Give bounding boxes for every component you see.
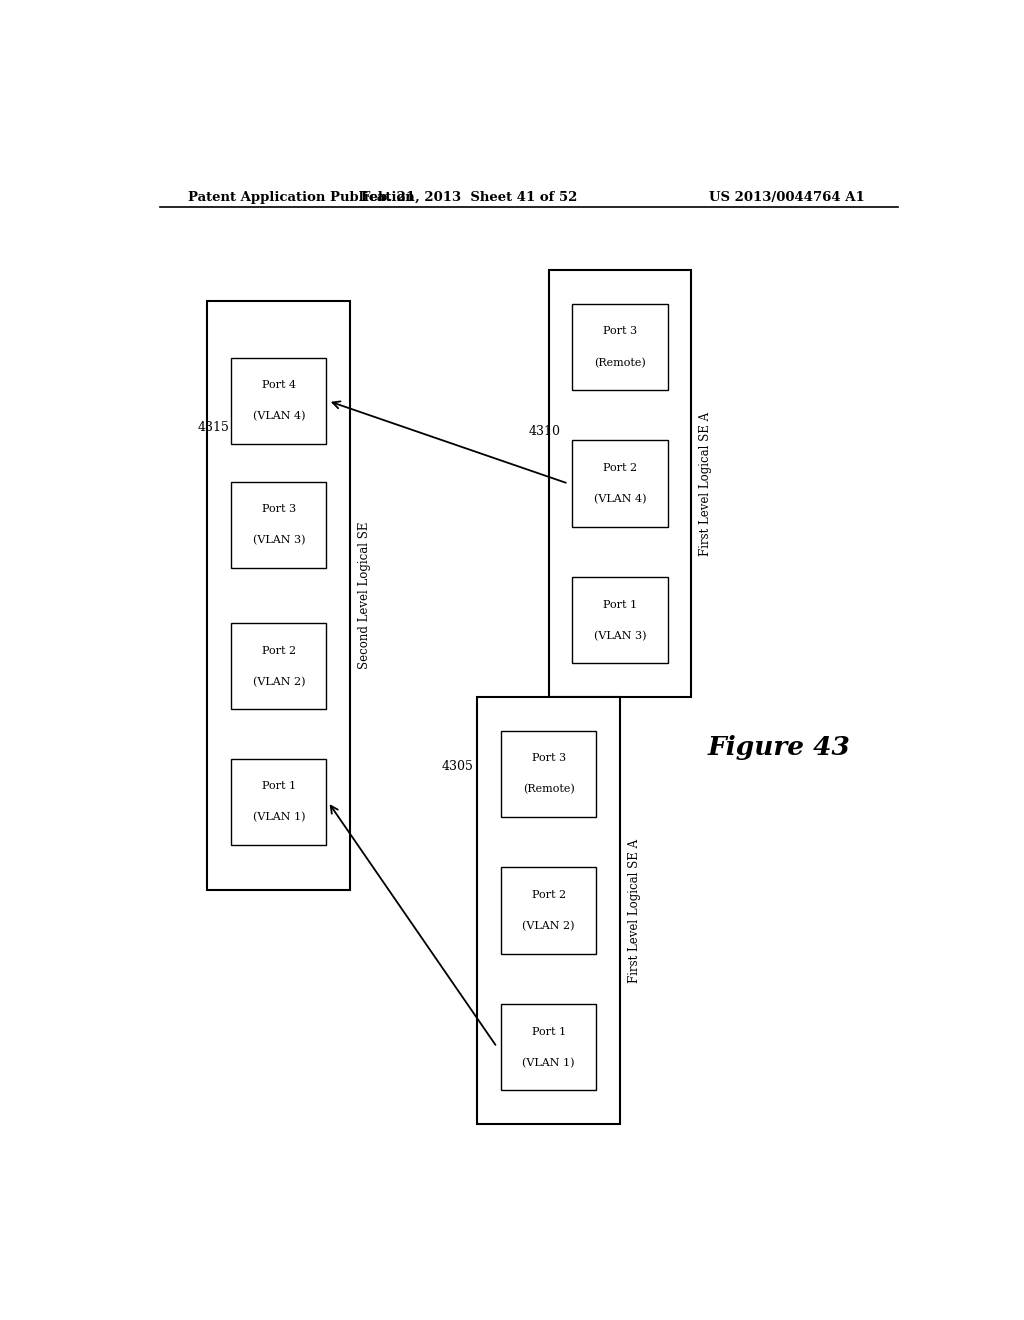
- Bar: [572, 577, 668, 664]
- Text: 4310: 4310: [528, 425, 561, 438]
- Text: Port 3: Port 3: [603, 326, 637, 337]
- Bar: [207, 301, 350, 890]
- Text: (VLAN 4): (VLAN 4): [594, 494, 646, 504]
- Text: (VLAN 2): (VLAN 2): [522, 921, 574, 931]
- Bar: [549, 271, 691, 697]
- Bar: [231, 623, 327, 709]
- Bar: [572, 441, 668, 527]
- Text: 4315: 4315: [198, 421, 229, 434]
- Text: (VLAN 1): (VLAN 1): [253, 812, 305, 822]
- Text: Patent Application Publication: Patent Application Publication: [187, 190, 415, 203]
- Text: (Remote): (Remote): [594, 358, 646, 368]
- Text: (VLAN 4): (VLAN 4): [253, 412, 305, 421]
- Text: Feb. 21, 2013  Sheet 41 of 52: Feb. 21, 2013 Sheet 41 of 52: [361, 190, 578, 203]
- Text: Port 1: Port 1: [531, 1027, 565, 1036]
- Text: (VLAN 1): (VLAN 1): [522, 1057, 574, 1068]
- Text: Port 3: Port 3: [262, 504, 296, 515]
- Text: Port 4: Port 4: [262, 380, 296, 391]
- Text: (Remote): (Remote): [522, 784, 574, 795]
- Text: Port 2: Port 2: [603, 463, 637, 473]
- Text: Second Level Logical SE: Second Level Logical SE: [358, 521, 371, 669]
- Bar: [477, 697, 621, 1125]
- Text: US 2013/0044764 A1: US 2013/0044764 A1: [709, 190, 864, 203]
- Text: Port 1: Port 1: [603, 599, 637, 610]
- Bar: [231, 759, 327, 845]
- Text: Port 2: Port 2: [262, 645, 296, 656]
- Text: Port 1: Port 1: [262, 781, 296, 791]
- Text: Port 3: Port 3: [531, 754, 565, 763]
- Text: (VLAN 3): (VLAN 3): [253, 535, 305, 545]
- Bar: [501, 867, 596, 954]
- Text: Port 2: Port 2: [531, 890, 565, 900]
- Text: First Level Logical SE A: First Level Logical SE A: [628, 838, 641, 982]
- Bar: [231, 358, 327, 444]
- Text: 4305: 4305: [441, 760, 473, 774]
- Bar: [231, 482, 327, 568]
- Bar: [501, 1005, 596, 1090]
- Text: (VLAN 2): (VLAN 2): [253, 677, 305, 686]
- Text: (VLAN 3): (VLAN 3): [594, 631, 646, 642]
- Bar: [501, 731, 596, 817]
- Text: First Level Logical SE A: First Level Logical SE A: [699, 412, 713, 556]
- Bar: [572, 304, 668, 391]
- Text: Figure 43: Figure 43: [708, 735, 850, 760]
